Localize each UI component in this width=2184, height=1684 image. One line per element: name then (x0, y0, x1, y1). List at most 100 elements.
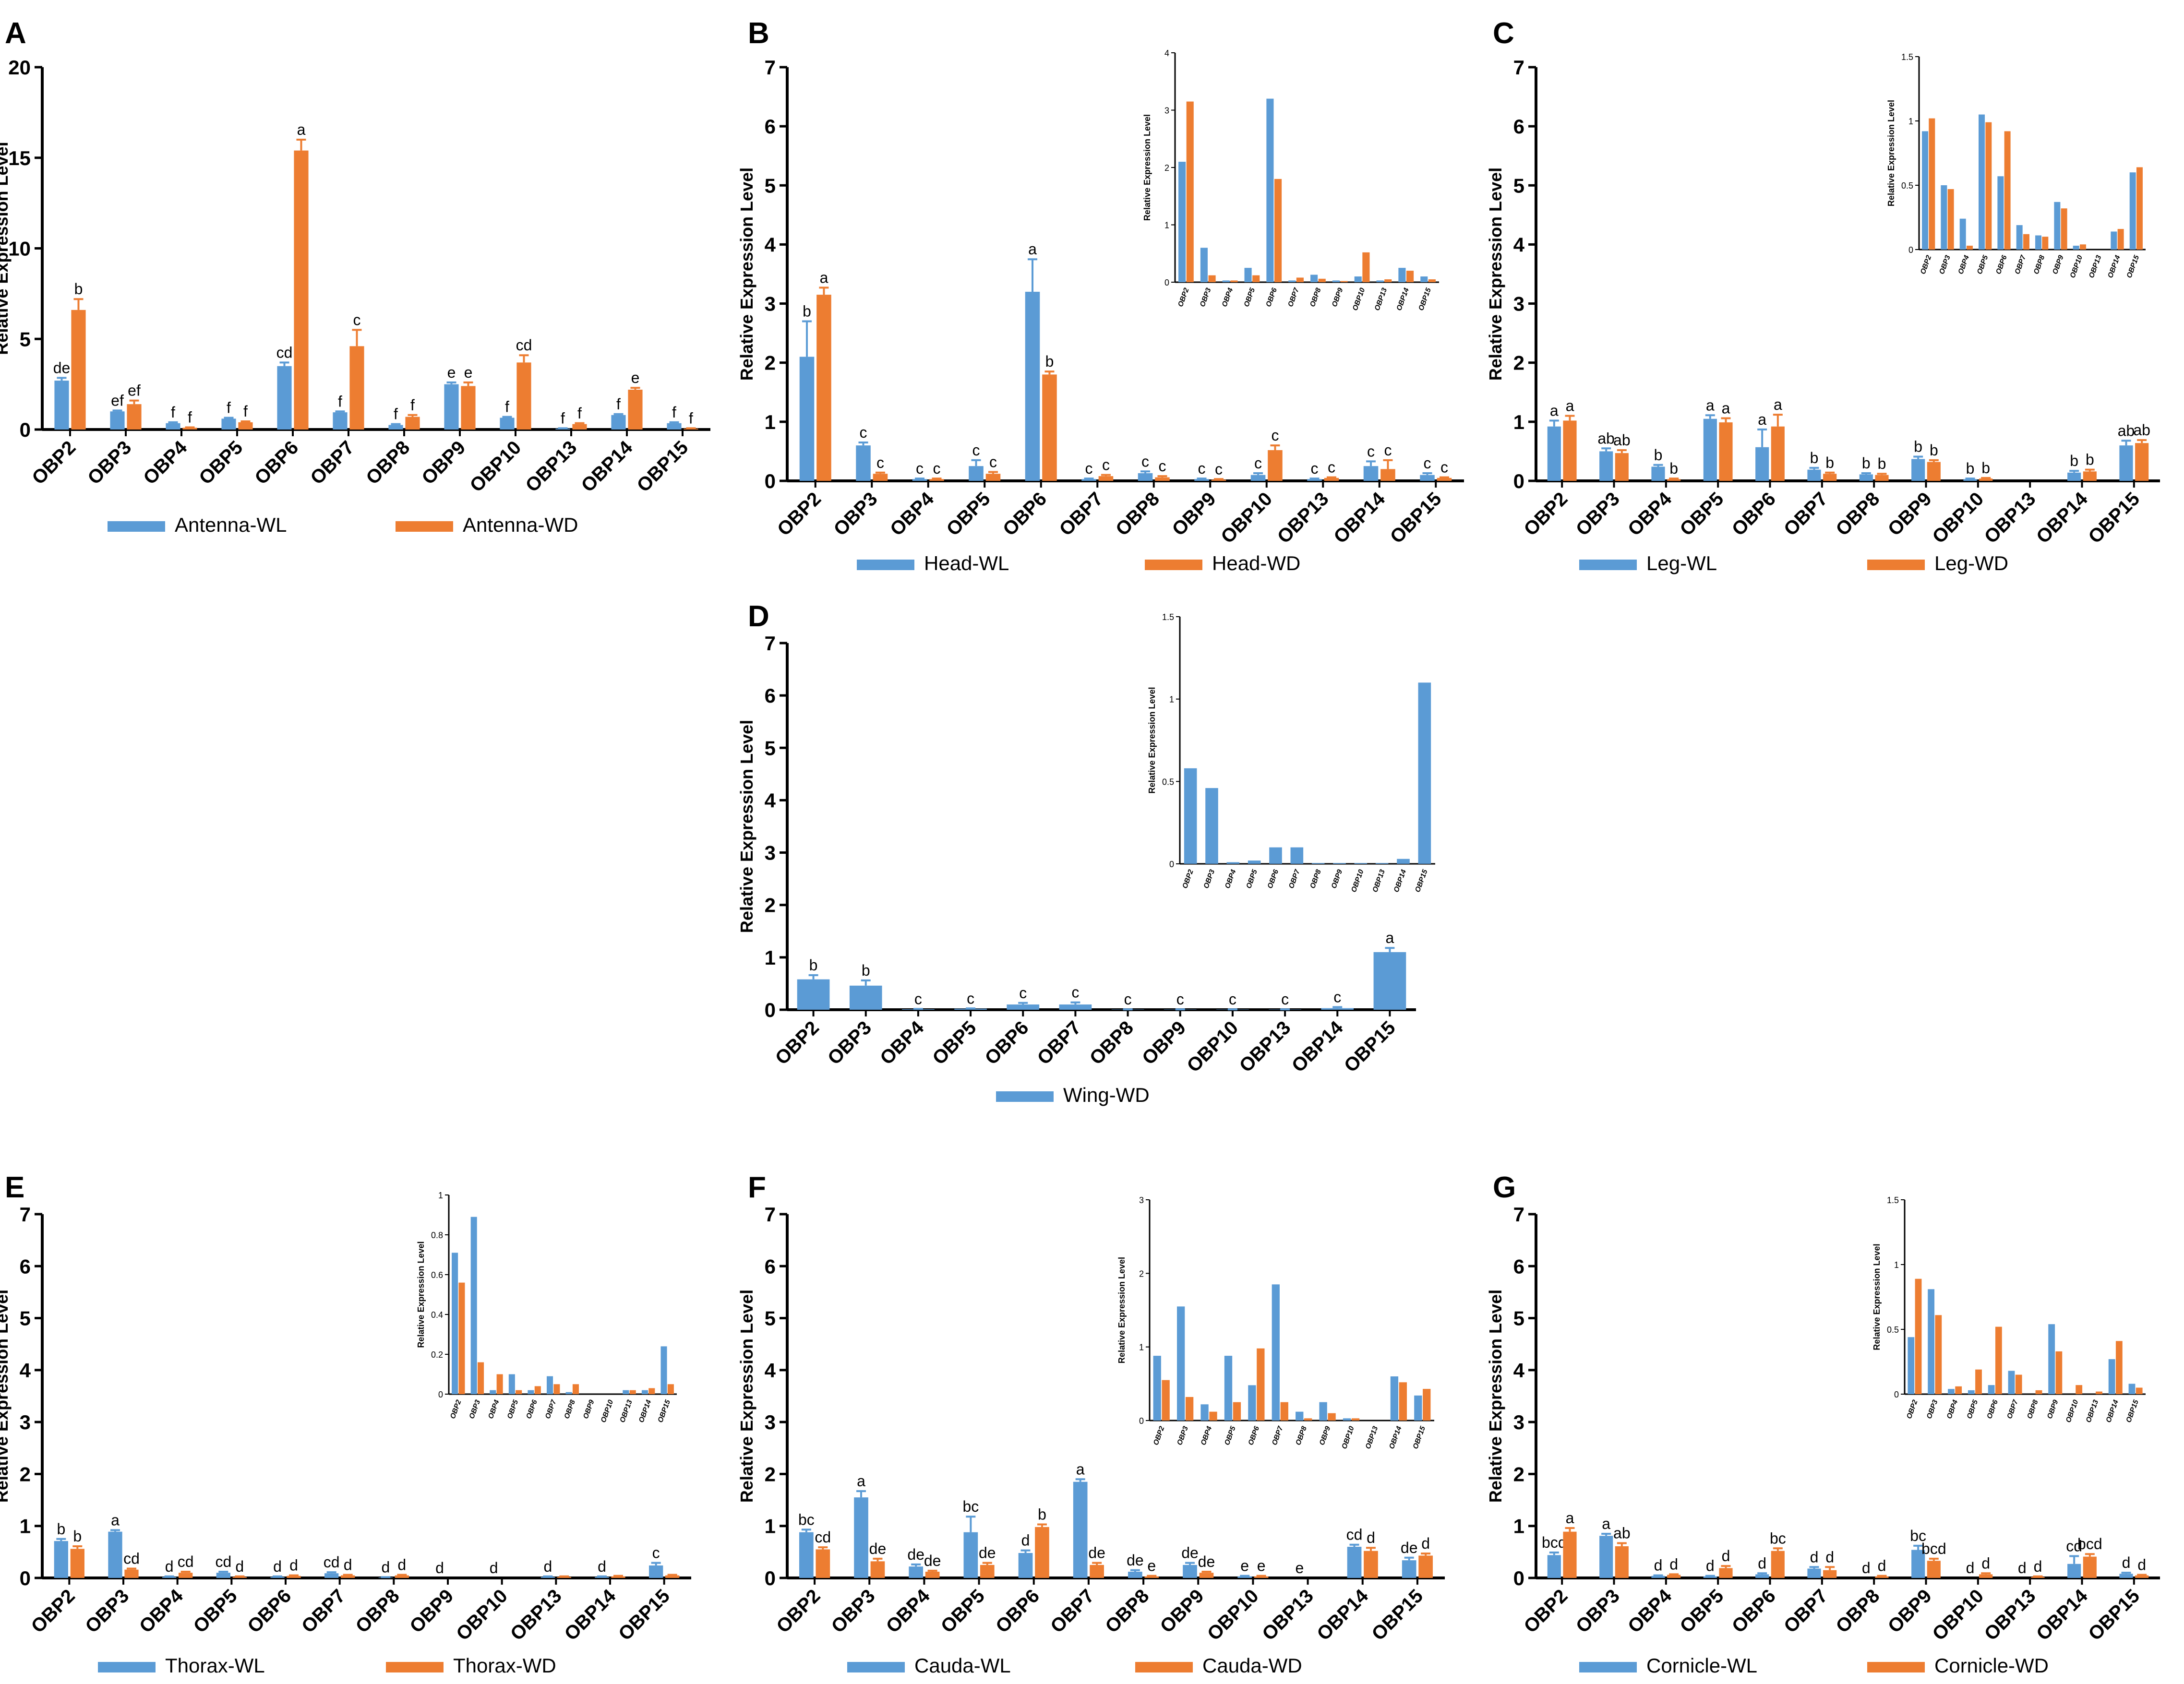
inset-x-tick-label: OBP15 (656, 1398, 672, 1424)
significance-label: f (689, 409, 693, 427)
bar (1138, 473, 1153, 481)
x-tick-label: OBP3 (84, 437, 135, 489)
legend-swatch (847, 1662, 905, 1672)
inset-bar (452, 1253, 458, 1394)
inset-x-tick-label: OBP3 (1199, 287, 1213, 308)
bar (1373, 952, 1406, 1010)
significance-label: a (1758, 411, 1766, 428)
inset-x-tick-label: OBP13 (1371, 868, 1387, 894)
significance-label: b (1914, 438, 1922, 455)
significance-label: de (924, 1552, 941, 1569)
bar (1927, 462, 1941, 481)
inset-bar (667, 1384, 674, 1394)
inset-y-tick-label: 3 (1139, 1195, 1144, 1205)
bar (1703, 1576, 1717, 1578)
legend-label: Thorax-WD (453, 1654, 556, 1677)
bar (1599, 1536, 1613, 1578)
bar (110, 411, 125, 430)
inset-x-tick-label: OBP5 (1245, 868, 1259, 890)
bar (1073, 1481, 1088, 1578)
bar (849, 985, 882, 1010)
y-axis-title: Relative Expression Level (0, 142, 12, 355)
significance-label: de (1401, 1539, 1418, 1556)
inset-bar (1941, 185, 1947, 250)
bar (2031, 1577, 2045, 1578)
bar (461, 386, 476, 430)
significance-label: d (165, 1558, 174, 1575)
y-tick-label: 4 (1513, 233, 1525, 256)
inset-bar (546, 1376, 553, 1394)
significance-label: c (1384, 442, 1392, 459)
bar (1703, 418, 1717, 481)
inset-bar (496, 1374, 503, 1394)
bar (232, 1577, 247, 1578)
significance-label: d (2034, 1558, 2042, 1575)
significance-label: cd (2066, 1538, 2082, 1555)
bar (1420, 475, 1435, 481)
y-tick-label: 1 (765, 411, 776, 433)
bar (1823, 474, 1837, 481)
significance-label: b (1966, 460, 1975, 477)
bar (2067, 472, 2081, 481)
x-tick-label: OBP7 (1046, 1585, 1098, 1637)
legend-label: Cauda-WL (914, 1654, 1011, 1677)
significance-label: ab (2133, 421, 2150, 439)
bar (162, 1577, 177, 1578)
significance-label: c (1176, 991, 1184, 1008)
significance-label: de (979, 1544, 996, 1562)
inset-x-tick-label: OBP13 (2088, 254, 2103, 279)
significance-label: d (1981, 1554, 1990, 1572)
inset-x-tick-label: OBP9 (2051, 254, 2065, 275)
inset-x-tick-label: OBP5 (1242, 287, 1257, 308)
inset-x-tick-label: OBP3 (1202, 868, 1216, 890)
inset-bar (2015, 1374, 2022, 1394)
significance-label: f (338, 393, 342, 410)
bar (1927, 1561, 1941, 1578)
inset-x-tick-label: OBP10 (1351, 287, 1367, 312)
bar (816, 1549, 830, 1578)
panel-letter: D (748, 600, 769, 633)
bar (1755, 1574, 1769, 1578)
inset-y-tick-label: 4 (1164, 48, 1169, 58)
inset-bar (2117, 229, 2124, 250)
significance-label: c (1085, 460, 1093, 477)
bar (1911, 1550, 1925, 1578)
legend-label: Head-WL (924, 552, 1009, 574)
significance-label: d (1862, 1559, 1871, 1577)
significance-label: e (1240, 1557, 1249, 1575)
y-tick-label: 1 (1513, 1515, 1524, 1538)
y-axis-title: Relative Expression Level (0, 1290, 12, 1503)
bar (1081, 479, 1096, 481)
x-tick-label: OBP4 (882, 1585, 935, 1637)
inset-bar (1226, 862, 1240, 864)
inset-bar (1205, 788, 1218, 864)
x-tick-label: OBP3 (1572, 488, 1624, 540)
inset-bar (1968, 1390, 1975, 1394)
bar (1755, 447, 1769, 481)
inset-y-tick-label: 0 (1894, 1390, 1899, 1399)
y-tick-label: 4 (765, 233, 776, 256)
x-tick-label: OBP5 (942, 488, 994, 540)
bar (799, 357, 815, 481)
y-tick-label: 7 (765, 56, 776, 79)
inset-bar (1922, 131, 1929, 250)
bar (182, 428, 197, 430)
bar (1651, 466, 1665, 481)
panel-letter: F (748, 1171, 766, 1204)
significance-label: d (235, 1558, 244, 1575)
x-tick-label: OBP3 (824, 1017, 876, 1069)
bar (572, 424, 587, 430)
significance-label: a (1076, 1460, 1085, 1478)
inset-bar (1406, 271, 1414, 282)
inset-x-tick-label: OBP4 (1956, 254, 1971, 275)
x-tick-label: OBP6 (999, 488, 1051, 540)
significance-label: bc (1770, 1529, 1786, 1547)
bar (969, 466, 984, 481)
inset-x-tick-label: OBP15 (1411, 1425, 1427, 1450)
x-tick-label: OBP14 (2032, 1585, 2092, 1645)
significance-label: b (862, 962, 870, 979)
x-tick-label: OBP15 (1368, 1585, 1427, 1645)
bar (221, 418, 236, 430)
bar (238, 422, 253, 430)
inset-bar (534, 1386, 541, 1394)
